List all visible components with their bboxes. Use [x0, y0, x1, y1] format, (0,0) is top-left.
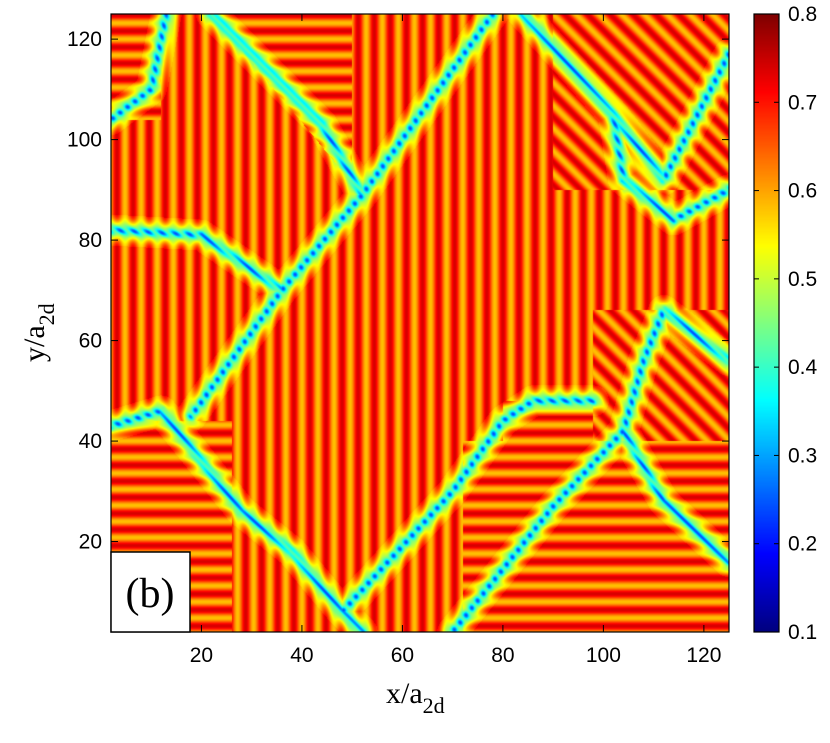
colorbar-tick-label: 0.2: [788, 533, 817, 556]
colorbar-tick-label: 0.5: [788, 268, 817, 291]
y-axis-label: y/a2d: [18, 303, 59, 362]
x-tick-label: 60: [391, 644, 414, 667]
svg-text:y/a2d: y/a2d: [18, 303, 59, 362]
x-tick-label: 100: [586, 644, 621, 667]
y-tick-label: 80: [79, 229, 102, 252]
panel-label-box: (b): [110, 551, 191, 633]
colorbar: 0.1 0.2 0.3 0.4 0.5 0.6 0.7 0.8: [753, 3, 818, 644]
x-tick-label: 20: [190, 644, 213, 667]
colorbar-tick-label: 0.6: [788, 180, 817, 203]
heatmap: [111, 14, 729, 632]
colorbar-tick-label: 0.4: [788, 356, 818, 379]
colorbar-ticks: 0.1 0.2 0.3 0.4 0.5 0.6 0.7 0.8: [754, 3, 818, 644]
heatmap-canvas: [111, 14, 729, 632]
y-tick-label: 100: [67, 129, 102, 152]
x-axis-label-main: x/a: [386, 677, 423, 710]
x-axis-ticks: 20 40 60 80 100 120: [190, 14, 721, 667]
x-tick-label: 80: [491, 644, 514, 667]
y-tick-label: 40: [79, 430, 102, 453]
x-axis-label: x/a2d: [386, 677, 445, 718]
y-tick-label: 120: [67, 28, 102, 51]
y-axis-label-main: y/a: [18, 325, 51, 362]
x-axis-label-sub: 2d: [423, 693, 445, 718]
colorbar-tick-label: 0.8: [788, 3, 817, 26]
x-tick-label: 40: [290, 644, 313, 667]
svg-text:x/a2d: x/a2d: [386, 677, 445, 718]
y-axis-ticks: 20 40 60 80 100 120: [67, 28, 729, 554]
y-tick-label: 60: [79, 330, 102, 353]
x-tick-label: 120: [686, 644, 721, 667]
y-axis-label-sub: 2d: [34, 303, 59, 325]
y-tick-label: 20: [79, 531, 102, 554]
colorbar-tick-label: 0.3: [788, 444, 817, 467]
colorbar-tick-label: 0.7: [788, 91, 817, 114]
panel-label: (b): [126, 571, 175, 617]
colorbar-frame: [753, 13, 780, 633]
colorbar-gradient: [754, 14, 779, 632]
plot-frame: [110, 13, 730, 633]
colorbar-tick-label: 0.1: [788, 621, 817, 644]
